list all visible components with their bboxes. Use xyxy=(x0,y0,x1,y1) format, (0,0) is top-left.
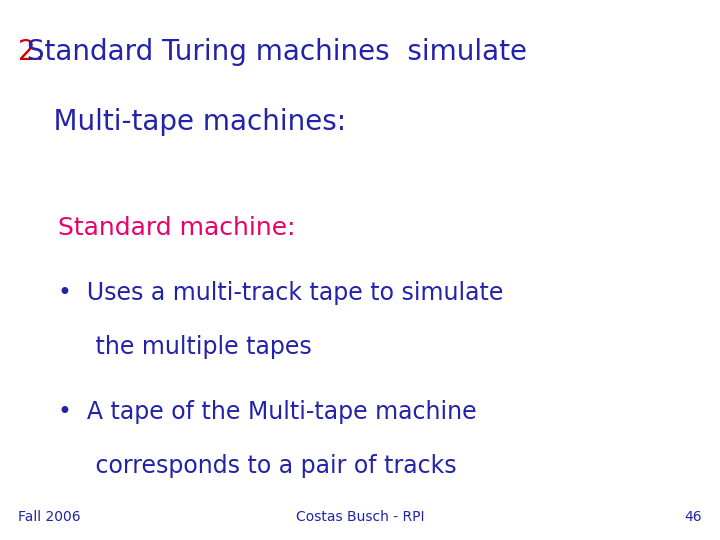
Text: •  Uses a multi-track tape to simulate: • Uses a multi-track tape to simulate xyxy=(58,281,503,305)
Text: Multi-tape machines:: Multi-tape machines: xyxy=(18,108,346,136)
Text: 46: 46 xyxy=(685,510,702,524)
Text: Standard Turing machines  simulate: Standard Turing machines simulate xyxy=(18,38,527,66)
Text: Fall 2006: Fall 2006 xyxy=(18,510,81,524)
Text: 2.: 2. xyxy=(18,38,45,66)
Text: •  A tape of the Multi-tape machine: • A tape of the Multi-tape machine xyxy=(58,400,476,423)
Text: Costas Busch - RPI: Costas Busch - RPI xyxy=(296,510,424,524)
Text: Standard machine:: Standard machine: xyxy=(58,216,295,240)
Text: the multiple tapes: the multiple tapes xyxy=(58,335,311,359)
Text: corresponds to a pair of tracks: corresponds to a pair of tracks xyxy=(58,454,456,477)
